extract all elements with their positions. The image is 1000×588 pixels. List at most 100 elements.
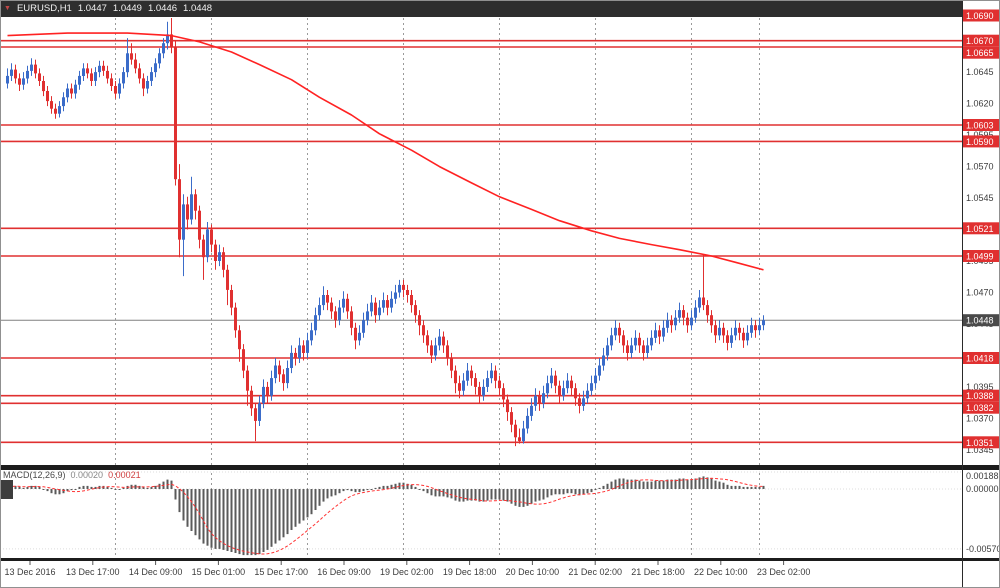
macd-histogram-bar — [378, 486, 381, 489]
sr-price-badge — [963, 135, 999, 148]
macd-histogram-bar — [386, 485, 389, 489]
candle-body — [690, 317, 693, 326]
macd-histogram-bar — [658, 480, 661, 489]
current-price-badge-label: 1.0448 — [966, 316, 994, 326]
macd-histogram-bar — [502, 489, 505, 501]
macd-histogram-bar — [270, 489, 273, 547]
macd-histogram-bar — [486, 489, 489, 501]
candle-body — [38, 73, 41, 81]
candle-body — [386, 300, 389, 308]
candle-body — [610, 335, 613, 346]
macd-histogram-bar — [630, 479, 633, 489]
time-axis-label[interactable]: 22 Dec 10:00 — [694, 567, 748, 577]
sr-price-badge-label: 1.0499 — [966, 252, 994, 262]
time-axis-label[interactable]: 13 Dec 2016 — [4, 567, 55, 577]
time-axis-label[interactable]: 20 Dec 10:00 — [506, 567, 560, 577]
candle-body — [82, 68, 85, 76]
macd-histogram-bar — [654, 480, 657, 489]
candle-body — [266, 386, 269, 396]
time-axis-label[interactable]: 16 Dec 09:00 — [317, 567, 371, 577]
macd-histogram-bar — [614, 479, 617, 489]
current-price-badge — [963, 314, 999, 327]
candle-body — [306, 340, 309, 353]
time-axis-label[interactable]: 14 Dec 09:00 — [129, 567, 183, 577]
symbol-timeframe-label: EURUSD,H1 — [16, 3, 72, 14]
sr-price-badge — [963, 119, 999, 131]
candle-body — [402, 284, 405, 290]
time-axis-label[interactable]: 21 Dec 02:00 — [568, 567, 622, 577]
candle-body — [546, 383, 549, 394]
candle-body — [718, 327, 721, 336]
candle-body — [714, 325, 717, 336]
time-axis-label[interactable]: 19 Dec 02:00 — [380, 567, 434, 577]
price-axis-label: 1.0370 — [966, 413, 994, 423]
candle-body — [570, 380, 573, 389]
candle-body — [30, 64, 33, 71]
candle-body — [466, 370, 469, 381]
macd-histogram-bar — [142, 486, 145, 489]
sr-price-badge-label: 1.0670 — [966, 36, 994, 46]
macd-histogram-bar — [562, 489, 565, 495]
candle-body — [166, 34, 169, 44]
macd-histogram-bar — [674, 479, 677, 489]
candle-body — [414, 305, 417, 316]
candle-body — [582, 398, 585, 406]
candle-body — [250, 390, 253, 409]
candle-body — [222, 252, 225, 270]
candle-body — [334, 311, 337, 321]
macd-histogram-bar — [266, 489, 269, 550]
macd-histogram-bar — [34, 485, 37, 489]
candle-body — [526, 415, 529, 429]
macd-histogram-bar — [294, 489, 297, 527]
candle-body — [14, 69, 17, 79]
time-axis-label[interactable]: 13 Dec 17:00 — [66, 567, 120, 577]
macd-histogram-bar — [154, 485, 157, 489]
macd-histogram-bar — [138, 485, 141, 489]
macd-histogram-bar — [442, 489, 445, 497]
macd-histogram-bar — [146, 487, 149, 489]
macd-histogram-bar — [262, 489, 265, 552]
macd-histogram-bar — [466, 489, 469, 501]
macd-histogram-bar — [482, 489, 485, 502]
macd-histogram-bar — [546, 489, 549, 498]
candle-body — [438, 336, 441, 346]
candle-body — [398, 284, 401, 293]
macd-histogram-bar — [422, 489, 425, 492]
candle-body — [498, 380, 501, 389]
indicator-plot-area[interactable] — [0, 471, 962, 557]
macd-histogram-bar — [134, 484, 137, 489]
time-axis-label[interactable]: 19 Dec 18:00 — [443, 567, 497, 577]
candle-body — [78, 75, 81, 85]
macd-histogram-bar — [234, 489, 237, 553]
macd-histogram-bar — [566, 489, 569, 494]
macd-histogram-bar — [518, 489, 521, 507]
macd-histogram-bar — [586, 489, 589, 494]
moving-average-line[interactable] — [7, 32, 764, 271]
time-axis-label[interactable]: 15 Dec 01:00 — [192, 567, 246, 577]
candle-body — [114, 86, 117, 94]
candle-body — [226, 269, 229, 290]
candle-body — [90, 73, 93, 81]
time-axis-label[interactable]: 15 Dec 17:00 — [254, 567, 308, 577]
candle-body — [42, 81, 45, 92]
symbol-dropdown-icon[interactable]: ▼ — [4, 5, 11, 12]
macd-histogram-bar — [710, 478, 713, 489]
time-axis-label[interactable]: 23 Dec 02:00 — [757, 567, 811, 577]
macd-histogram-bar — [626, 479, 629, 489]
macd-histogram-bar — [410, 484, 413, 489]
macd-histogram-bar — [174, 489, 177, 500]
panel-divider[interactable] — [0, 465, 1000, 470]
time-axis-label[interactable]: 21 Dec 18:00 — [631, 567, 685, 577]
macd-histogram-bar — [242, 489, 245, 556]
macd-histogram-bar — [278, 489, 281, 541]
macd-histogram-bar — [50, 489, 53, 494]
macd-histogram-bar — [286, 489, 289, 535]
macd-histogram-bar — [734, 485, 737, 489]
candle-body — [530, 405, 533, 416]
candle-body — [506, 399, 509, 413]
macd-histogram-bar — [498, 489, 501, 500]
macd-histogram-bar — [382, 485, 385, 489]
macd-histogram-bar — [722, 482, 725, 489]
candle-body — [214, 244, 217, 261]
